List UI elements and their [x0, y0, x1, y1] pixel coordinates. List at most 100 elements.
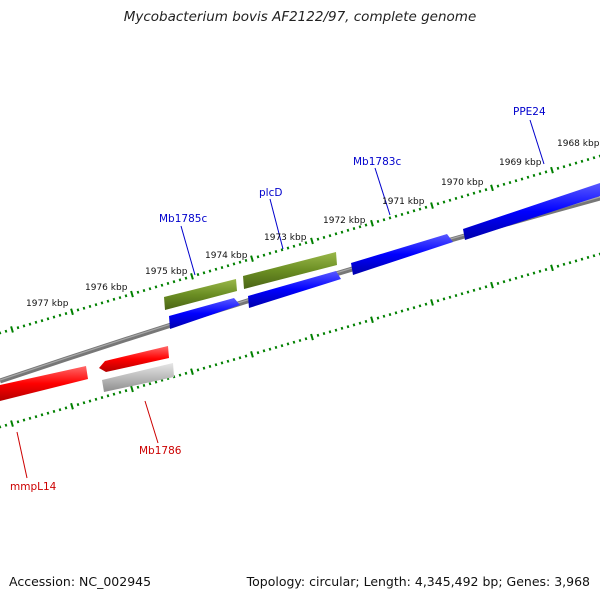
inner-ruler-minor-tick: [448, 295, 452, 299]
inner-ruler-minor-tick: [580, 257, 584, 261]
inner-ruler-minor-tick: [220, 361, 224, 365]
gene-mb1786-pseudo-arrow[interactable]: [102, 363, 174, 392]
inner-ruler-minor-tick: [568, 261, 572, 265]
inner-ruler-major-tick: [250, 351, 254, 358]
outer-ruler-minor-tick: [268, 251, 272, 255]
inner-ruler-minor-tick: [562, 262, 566, 266]
inner-ruler-minor-tick: [256, 351, 260, 355]
inner-ruler-minor-tick: [238, 356, 242, 360]
outer-ruler-minor-tick: [244, 258, 248, 263]
gene-mb1785c-arrow[interactable]: [164, 279, 237, 310]
outer-ruler-major-tick: [550, 166, 554, 174]
inner-ruler-minor-tick: [592, 254, 596, 258]
gene-plcd-arrow[interactable]: [243, 252, 337, 289]
gene-label-mb1786[interactable]: Mb1786: [139, 445, 182, 457]
outer-ruler-minor-tick: [82, 306, 86, 310]
outer-ruler-minor-tick: [34, 320, 38, 324]
ruler-label-1977: 1977 kbp: [26, 299, 69, 309]
inner-ruler-minor-tick: [340, 326, 344, 330]
inner-ruler-minor-tick: [136, 385, 140, 389]
outer-ruler-minor-tick: [292, 244, 296, 248]
inner-ruler-minor-tick: [394, 311, 398, 315]
inner-ruler-minor-tick: [328, 330, 332, 334]
outer-ruler-minor-tick: [172, 280, 176, 284]
inner-ruler-major-tick: [430, 299, 434, 306]
inner-ruler-minor-tick: [574, 259, 578, 263]
outer-ruler-minor-tick: [274, 249, 278, 254]
outer-ruler-minor-tick: [328, 234, 332, 238]
inner-ruler-minor-tick: [532, 271, 536, 275]
outer-ruler-minor-tick: [352, 226, 356, 231]
inner-ruler-major-tick: [190, 368, 194, 375]
gene-mb1783c-arrow[interactable]: [351, 234, 453, 275]
inner-ruler-minor-tick: [346, 325, 350, 329]
inner-ruler-minor-tick: [142, 383, 146, 388]
outer-ruler-minor-tick: [322, 235, 326, 240]
outer-ruler-minor-tick: [502, 182, 506, 186]
outer-ruler-minor-tick: [142, 288, 146, 293]
outer-ruler-minor-tick: [46, 317, 50, 321]
inner-ruler-minor-tick: [514, 276, 518, 280]
gene-label-mmpl14[interactable]: mmpL14: [10, 481, 57, 493]
gene-mb1784-arrow[interactable]: [248, 271, 341, 308]
gene-mmpl14-arrow[interactable]: [0, 366, 88, 401]
gene-label-plcd[interactable]: plcD: [259, 187, 282, 199]
outer-ruler-minor-tick: [412, 209, 416, 213]
inner-ruler-minor-tick: [34, 415, 38, 419]
inner-ruler-minor-tick: [52, 409, 56, 414]
inner-ruler-minor-tick: [316, 333, 320, 337]
outer-ruler-minor-tick: [166, 281, 170, 286]
outer-ruler-minor-tick: [298, 242, 302, 247]
gene-mb1785-blue-arrow[interactable]: [169, 298, 240, 329]
outer-ruler-minor-tick: [460, 195, 464, 199]
outer-ruler-minor-tick: [340, 230, 344, 234]
outer-ruler-minor-tick: [406, 211, 410, 215]
outer-ruler-minor-tick: [400, 212, 404, 217]
gene-ppe24-arrow[interactable]: [463, 183, 600, 240]
outer-ruler-minor-tick: [22, 324, 26, 328]
inner-ruler-major-tick: [370, 316, 374, 324]
outer-ruler-minor-tick: [112, 297, 116, 301]
inner-ruler-minor-tick: [124, 389, 128, 393]
inner-ruler-major-tick: [490, 281, 494, 289]
inner-ruler-minor-tick: [418, 304, 422, 308]
inner-ruler-minor-tick: [304, 337, 308, 341]
inner-ruler-minor-tick: [298, 338, 302, 343]
inner-ruler-minor-tick: [406, 307, 410, 311]
outer-ruler-minor-tick: [94, 303, 98, 307]
inner-ruler-minor-tick: [232, 357, 236, 362]
inner-ruler-minor-tick: [226, 359, 230, 363]
outer-ruler-major-tick: [70, 308, 74, 316]
ruler-label-1968: 1968 kbp: [557, 139, 600, 149]
outer-ruler-minor-tick: [52, 315, 56, 319]
inner-ruler-minor-tick: [16, 420, 20, 424]
gene-label-mb1785c[interactable]: Mb1785c: [159, 213, 207, 225]
outer-ruler-major-tick: [190, 273, 194, 280]
inner-ruler-minor-tick: [280, 344, 284, 348]
gene-label-mb1783c[interactable]: Mb1783c: [353, 156, 401, 168]
outer-ruler-minor-tick: [178, 278, 182, 282]
outer-ruler-major-tick: [310, 237, 314, 245]
inner-ruler-minor-tick: [274, 345, 278, 350]
inner-ruler-minor-tick: [202, 366, 206, 370]
ruler-label-1970: 1970 kbp: [441, 178, 484, 188]
inner-ruler-minor-tick: [106, 394, 110, 398]
inner-ruler-minor-tick: [268, 347, 272, 351]
outer-ruler-minor-tick: [496, 184, 500, 188]
inner-ruler-minor-tick: [544, 267, 548, 272]
ruler-label-1972: 1972 kbp: [323, 216, 366, 226]
ruler-label-1973: 1973 kbp: [264, 233, 307, 243]
outer-ruler-minor-tick: [208, 269, 212, 273]
inner-ruler-major-tick: [130, 385, 134, 393]
inner-ruler-minor-tick: [88, 399, 92, 403]
gene-label-ppe24[interactable]: PPE24: [513, 106, 546, 118]
outer-ruler-minor-tick: [238, 260, 242, 264]
inner-ruler-minor-tick: [46, 411, 50, 415]
inner-ruler-minor-tick: [484, 285, 488, 289]
outer-ruler-minor-tick: [478, 189, 482, 193]
outer-ruler-minor-tick: [484, 188, 488, 192]
inner-ruler-minor-tick: [208, 364, 212, 369]
gene-mb1786-red-arrow[interactable]: [99, 346, 169, 372]
accession-text: Accession: NC_002945: [9, 574, 152, 589]
